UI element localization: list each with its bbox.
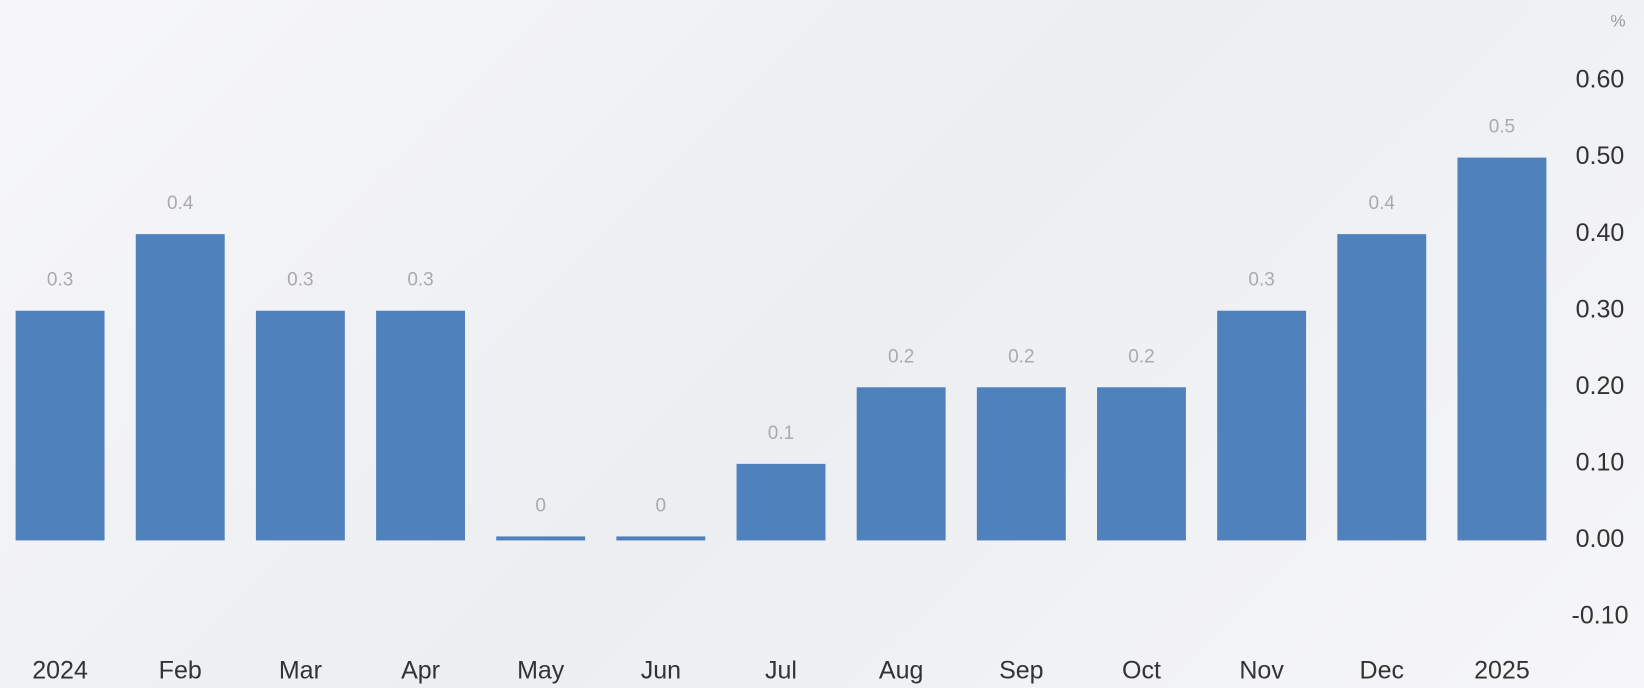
bar: [976, 387, 1066, 541]
x-tick-label: Mar: [279, 657, 322, 685]
bar: [1337, 234, 1427, 541]
x-tick-label: Jun: [641, 657, 681, 685]
x-tick-label: 2025: [1474, 657, 1530, 685]
bar: [376, 310, 465, 541]
y-tick-label: 0.40: [1576, 219, 1625, 247]
bar: [1217, 310, 1307, 541]
bar: [135, 234, 225, 541]
value-label: 0.4: [1369, 193, 1396, 214]
value-label: 0.5: [1489, 117, 1515, 138]
value-label: 0.3: [287, 270, 313, 291]
y-tick-label: 0.60: [1576, 66, 1625, 94]
value-label: 0.2: [1128, 346, 1154, 367]
bar: [15, 310, 105, 541]
bar: [616, 536, 706, 541]
y-unit: %: [1610, 11, 1625, 30]
value-label: 0: [656, 495, 667, 516]
bar: [1097, 387, 1186, 541]
x-tick-label: Dec: [1360, 657, 1404, 685]
value-label: 0.3: [47, 270, 73, 291]
y-tick-label: 0.10: [1576, 448, 1625, 476]
x-tick-label: Aug: [879, 657, 923, 685]
x-tick-label: May: [517, 657, 565, 685]
x-tick-label: Oct: [1122, 657, 1161, 685]
value-label: 0.1: [768, 423, 794, 444]
bar: [496, 536, 586, 541]
x-tick-label: Jul: [765, 657, 797, 685]
x-tick-label: 2024: [32, 657, 88, 685]
x-tick-label: Nov: [1239, 657, 1284, 685]
bar: [255, 310, 345, 541]
y-tick-label: 0.50: [1576, 142, 1625, 170]
value-label: 0.2: [888, 346, 914, 367]
value-label: 0.3: [407, 270, 433, 291]
value-label: 0: [535, 495, 546, 516]
y-tick-label: -0.10: [1572, 602, 1629, 630]
value-label: 0.4: [167, 193, 194, 214]
x-tick-label: Feb: [159, 657, 202, 685]
y-tick-label: 0.30: [1576, 295, 1625, 323]
y-tick-label: 0.00: [1576, 525, 1625, 553]
bar: [856, 387, 946, 541]
bar: [1457, 157, 1547, 541]
x-tick-label: Apr: [401, 657, 440, 685]
y-tick-label: 0.20: [1576, 372, 1625, 400]
bar: [736, 463, 826, 541]
x-tick-label: Sep: [999, 657, 1043, 685]
value-label: 0.2: [1008, 346, 1034, 367]
value-label: 0.3: [1248, 270, 1274, 291]
